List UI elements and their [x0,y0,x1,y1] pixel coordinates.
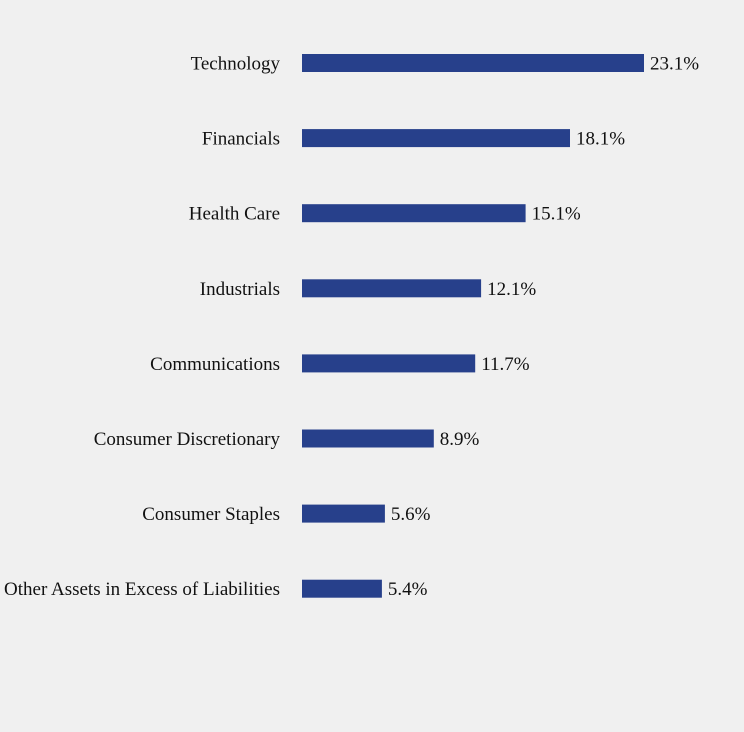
category-label-7: Other Assets in Excess of Liabilities [4,579,280,600]
category-label-0: Technology [191,54,281,75]
category-labels: Technology Financials Health Care Industria… [4,54,280,601]
bar-4 [302,354,476,373]
bar-5 [302,429,434,448]
value-label-7: 5.4% [388,579,428,600]
bars-group [302,54,644,598]
value-label-3: 12.1% [487,279,536,300]
category-label-6: Consumer Staples [142,504,280,525]
value-label-0: 23.1% [650,54,699,75]
value-label-6: 5.6% [391,504,431,525]
category-label-1: Financials [202,129,280,150]
value-label-5: 8.9% [440,429,480,450]
bar-1 [302,129,570,148]
value-label-4: 11.7% [481,354,530,375]
bar-3 [302,279,482,298]
bar-2 [302,204,526,223]
bar-7 [302,579,382,598]
bar-6 [302,504,385,523]
category-label-2: Health Care [189,204,280,225]
category-label-5: Consumer Discretionary [94,429,281,450]
category-label-3: Industrials [200,279,280,300]
bar-0 [302,54,644,72]
category-label-4: Communications [150,354,280,375]
value-labels: 23.1% 18.1% 15.1% 12.1% 11.7% 8.9% 5.6% 5.4% [388,54,699,601]
value-label-2: 15.1% [532,204,581,225]
value-label-1: 18.1% [576,129,625,150]
